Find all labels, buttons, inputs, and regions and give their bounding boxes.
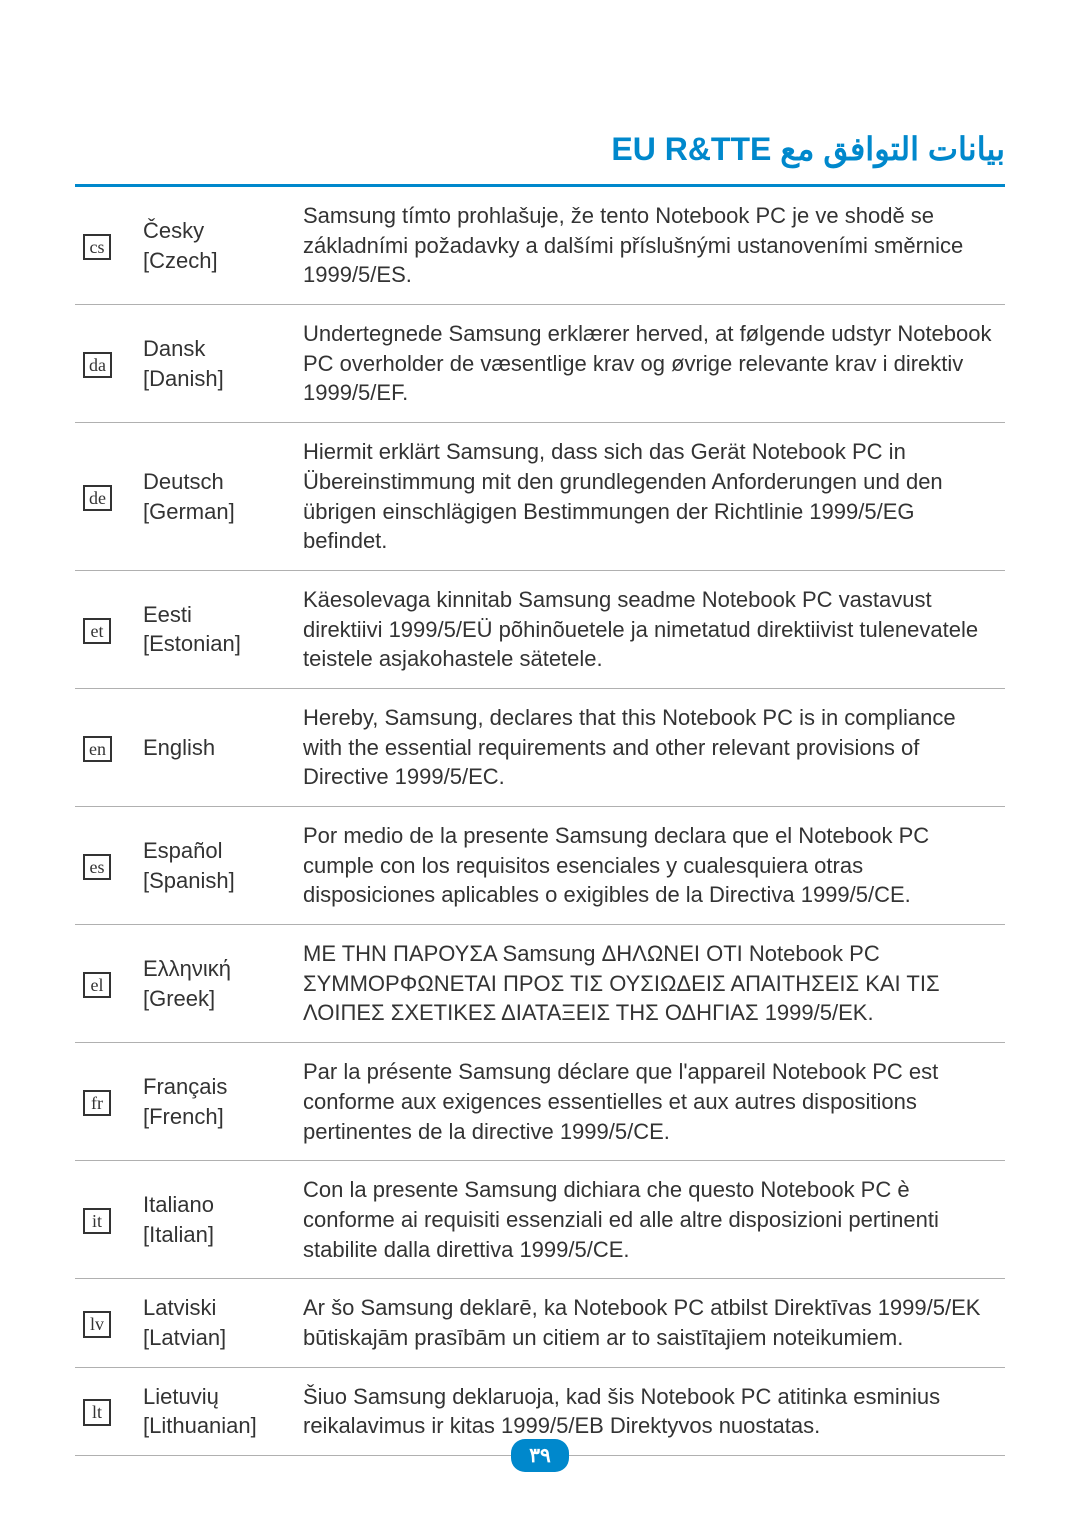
lang-code-icon: de bbox=[83, 485, 112, 512]
lang-name-cell: Česky [Czech] bbox=[135, 187, 295, 305]
lang-icon-cell: lv bbox=[75, 1279, 135, 1367]
table-row: it Italiano [Italian]Con la presente Sams… bbox=[75, 1161, 1005, 1279]
statement-cell: ΜΕ ΤΗΝ ΠΑΡΟΥΣΑ Samsung ΔΗΛΩΝΕΙ ΟΤΙ Noteb… bbox=[295, 925, 1005, 1043]
table-row: en EnglishHereby, Samsung, declares that … bbox=[75, 688, 1005, 806]
statement-cell: Undertegnede Samsung erklærer herved, at… bbox=[295, 305, 1005, 423]
table-row: cs Česky [Czech]Samsung tímto prohlašuje,… bbox=[75, 187, 1005, 305]
statement-cell: Por medio de la presente Samsung declara… bbox=[295, 807, 1005, 925]
statement-cell: Hiermit erklärt Samsung, dass sich das G… bbox=[295, 423, 1005, 571]
lang-icon-cell: et bbox=[75, 570, 135, 688]
lang-code-icon: lv bbox=[83, 1311, 111, 1338]
lang-icon-cell: el bbox=[75, 925, 135, 1043]
lang-icon-cell: es bbox=[75, 807, 135, 925]
language-table: cs Česky [Czech]Samsung tímto prohlašuje,… bbox=[75, 187, 1005, 1456]
lang-icon-cell: de bbox=[75, 423, 135, 571]
lang-code-icon: da bbox=[83, 352, 112, 379]
table-row: es Español [Spanish]Por medio de la prese… bbox=[75, 807, 1005, 925]
table-row: fr Français [French]Par la présente Samsu… bbox=[75, 1043, 1005, 1161]
statement-cell: Samsung tímto prohlašuje, že tento Noteb… bbox=[295, 187, 1005, 305]
statement-cell: Ar šo Samsung deklarē, ka Notebook PC at… bbox=[295, 1279, 1005, 1367]
lang-icon-cell: en bbox=[75, 688, 135, 806]
lang-code-icon: el bbox=[83, 972, 111, 999]
page-number: ٣٩ bbox=[511, 1439, 568, 1472]
lang-name-cell: Deutsch [German] bbox=[135, 423, 295, 571]
lang-name-cell: Français [French] bbox=[135, 1043, 295, 1161]
lang-icon-cell: it bbox=[75, 1161, 135, 1279]
table-row: et Eesti [Estonian]Käesolevaga kinnitab S… bbox=[75, 570, 1005, 688]
lang-name-cell: Latviski [Latvian] bbox=[135, 1279, 295, 1367]
lang-name-cell: Italiano [Italian] bbox=[135, 1161, 295, 1279]
lang-name-cell: English bbox=[135, 688, 295, 806]
statement-cell: Hereby, Samsung, declares that this Note… bbox=[295, 688, 1005, 806]
lang-icon-cell: fr bbox=[75, 1043, 135, 1161]
lang-name-cell: Español [Spanish] bbox=[135, 807, 295, 925]
lang-code-icon: et bbox=[83, 618, 111, 645]
page-content: بيانات التوافق مع EU R&TTE cs Česky [Czec… bbox=[0, 0, 1080, 1456]
lang-code-icon: fr bbox=[83, 1090, 111, 1117]
lang-name-cell: Eesti [Estonian] bbox=[135, 570, 295, 688]
table-row: de Deutsch [German]Hiermit erklärt Samsun… bbox=[75, 423, 1005, 571]
statement-cell: Con la presente Samsung dichiara che que… bbox=[295, 1161, 1005, 1279]
statement-cell: Käesolevaga kinnitab Samsung seadme Note… bbox=[295, 570, 1005, 688]
lang-name-cell: Dansk [Danish] bbox=[135, 305, 295, 423]
lang-code-icon: lt bbox=[83, 1399, 111, 1426]
page-title: بيانات التوافق مع EU R&TTE bbox=[75, 130, 1005, 184]
table-row: lv Latviski [Latvian]Ar šo Samsung deklar… bbox=[75, 1279, 1005, 1367]
lang-icon-cell: cs bbox=[75, 187, 135, 305]
lang-icon-cell: da bbox=[75, 305, 135, 423]
table-row: da Dansk [Danish]Undertegnede Samsung erk… bbox=[75, 305, 1005, 423]
page-number-container: ٣٩ bbox=[0, 1439, 1080, 1472]
lang-code-icon: es bbox=[83, 854, 111, 881]
lang-code-icon: cs bbox=[83, 234, 111, 261]
statement-cell: Par la présente Samsung déclare que l'ap… bbox=[295, 1043, 1005, 1161]
language-table-body: cs Česky [Czech]Samsung tímto prohlašuje,… bbox=[75, 187, 1005, 1456]
lang-code-icon: en bbox=[83, 736, 112, 763]
table-row: el Ελληνική [Greek]ΜΕ ΤΗΝ ΠΑΡΟΥΣΑ Samsung… bbox=[75, 925, 1005, 1043]
lang-code-icon: it bbox=[83, 1208, 111, 1235]
lang-name-cell: Ελληνική [Greek] bbox=[135, 925, 295, 1043]
